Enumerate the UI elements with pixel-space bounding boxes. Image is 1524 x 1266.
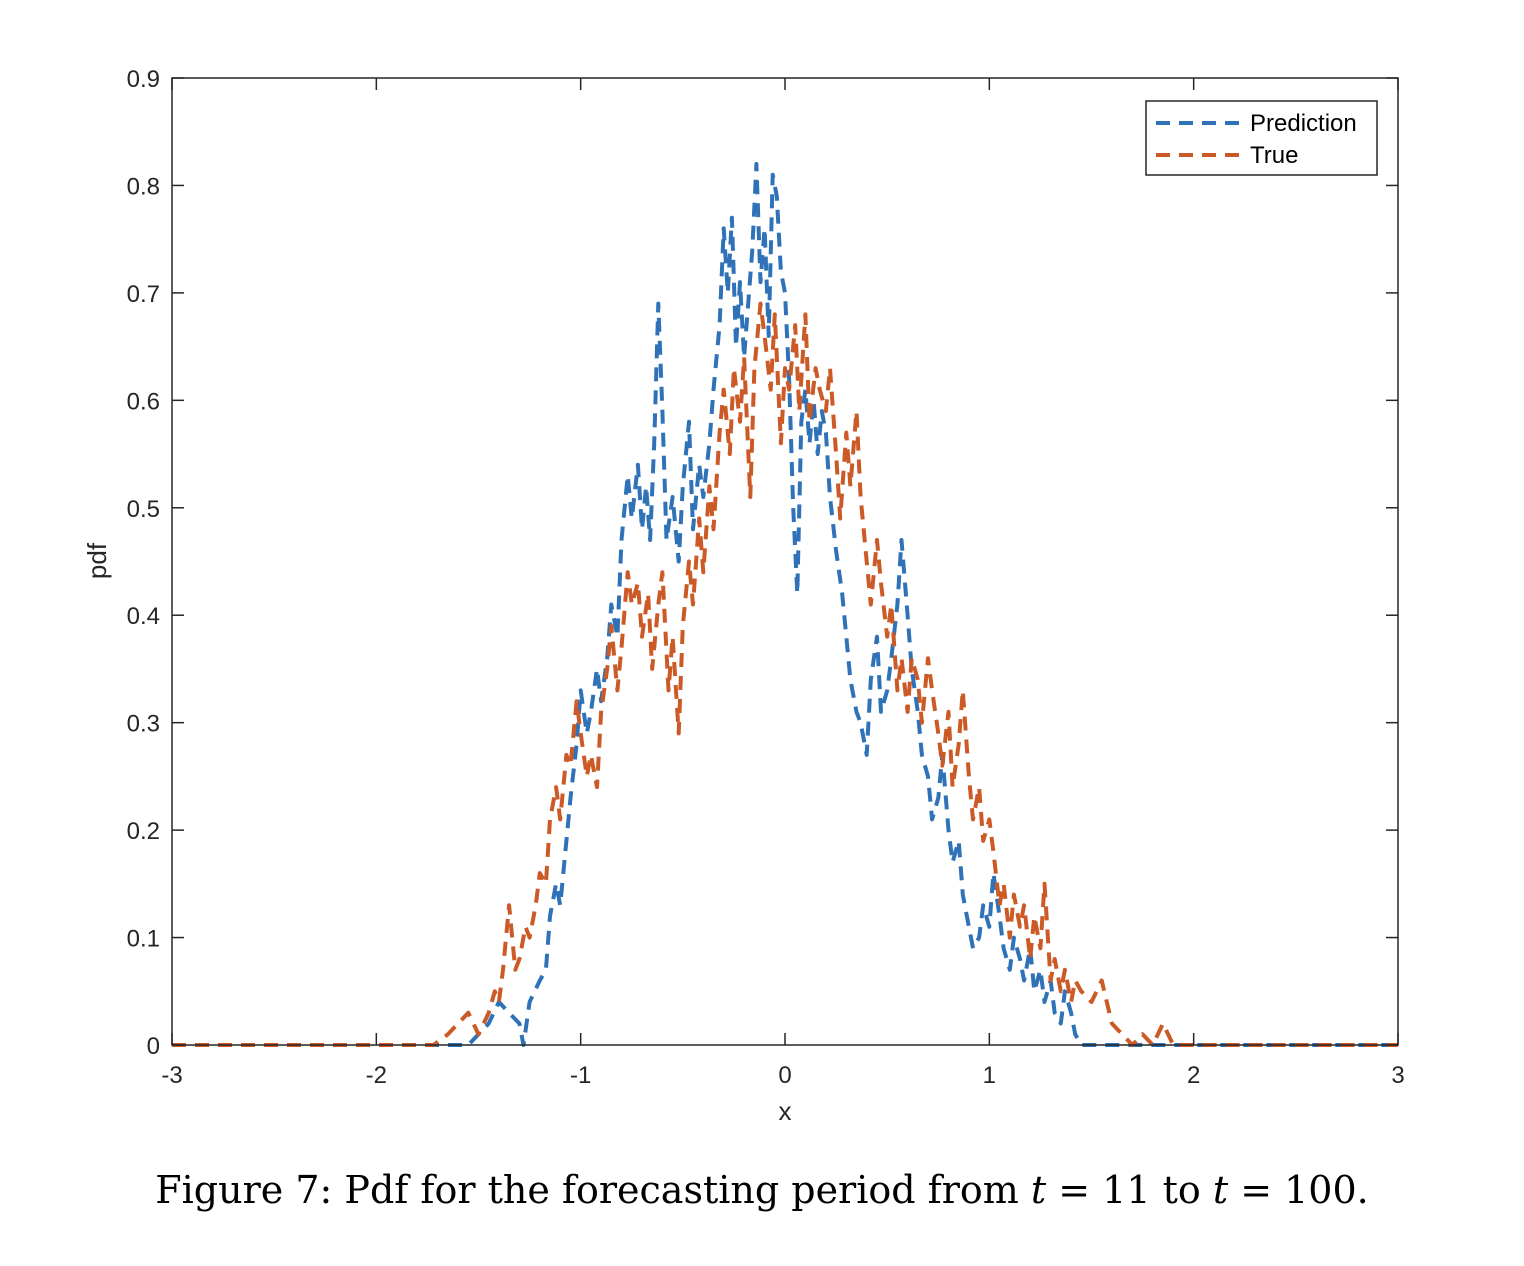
x-tick-label: -2	[366, 1062, 387, 1089]
y-tick-label: 0.6	[127, 388, 160, 415]
x-tick-label: 2	[1187, 1062, 1200, 1089]
x-axis-label: x	[779, 1096, 792, 1126]
caption-equals-end: = 100.	[1228, 1168, 1369, 1212]
series-line-prediction	[172, 162, 1398, 1047]
x-tick-label: 0	[778, 1062, 791, 1089]
y-tick-label: 0.3	[127, 711, 160, 738]
y-tick-label: 0	[147, 1033, 160, 1060]
series-line-true	[172, 301, 1398, 1047]
pdf-chart: -3 -2 -1 0 1 2 3 0 0.1 0.2 0.3 0.4 0.5 0.6 0.7 0.8 0.9 x…	[82, 66, 1405, 1126]
caption-var-t-start: t	[1030, 1168, 1047, 1212]
caption-prefix: Figure 7: Pdf for the forecasting period…	[155, 1168, 1031, 1212]
y-tick-label: 0.5	[127, 496, 160, 523]
caption-var-t-end: t	[1212, 1168, 1229, 1212]
y-tick-label: 0.8	[127, 173, 160, 200]
legend-box	[1145, 100, 1378, 176]
y-axis-label: pdf	[82, 542, 112, 579]
x-tick-label: -1	[570, 1062, 591, 1089]
x-tick-label: 3	[1391, 1062, 1404, 1089]
y-tick-label: 0.2	[127, 818, 160, 845]
y-tick-label: 0.1	[127, 926, 160, 953]
y-tick-label: 0.7	[127, 281, 160, 308]
figure-caption: Figure 7: Pdf for the forecasting period…	[0, 1168, 1524, 1212]
legend-label-prediction: Prediction	[1250, 110, 1357, 137]
x-tick-label: 1	[983, 1062, 996, 1089]
series-layer	[172, 162, 1398, 1047]
legend: Prediction True	[1145, 100, 1378, 176]
caption-equals-start: = 11 to	[1046, 1168, 1213, 1212]
tick-layer: -3 -2 -1 0 1 2 3 0 0.1 0.2 0.3 0.4 0.5 0.6 0.7 0.8 0.9	[127, 66, 1405, 1089]
x-tick-label: -3	[161, 1062, 182, 1089]
y-tick-label: 0.9	[127, 66, 160, 93]
legend-label-true: True	[1250, 142, 1298, 169]
plot-box	[171, 77, 1399, 1046]
y-tick-label: 0.4	[127, 603, 160, 630]
